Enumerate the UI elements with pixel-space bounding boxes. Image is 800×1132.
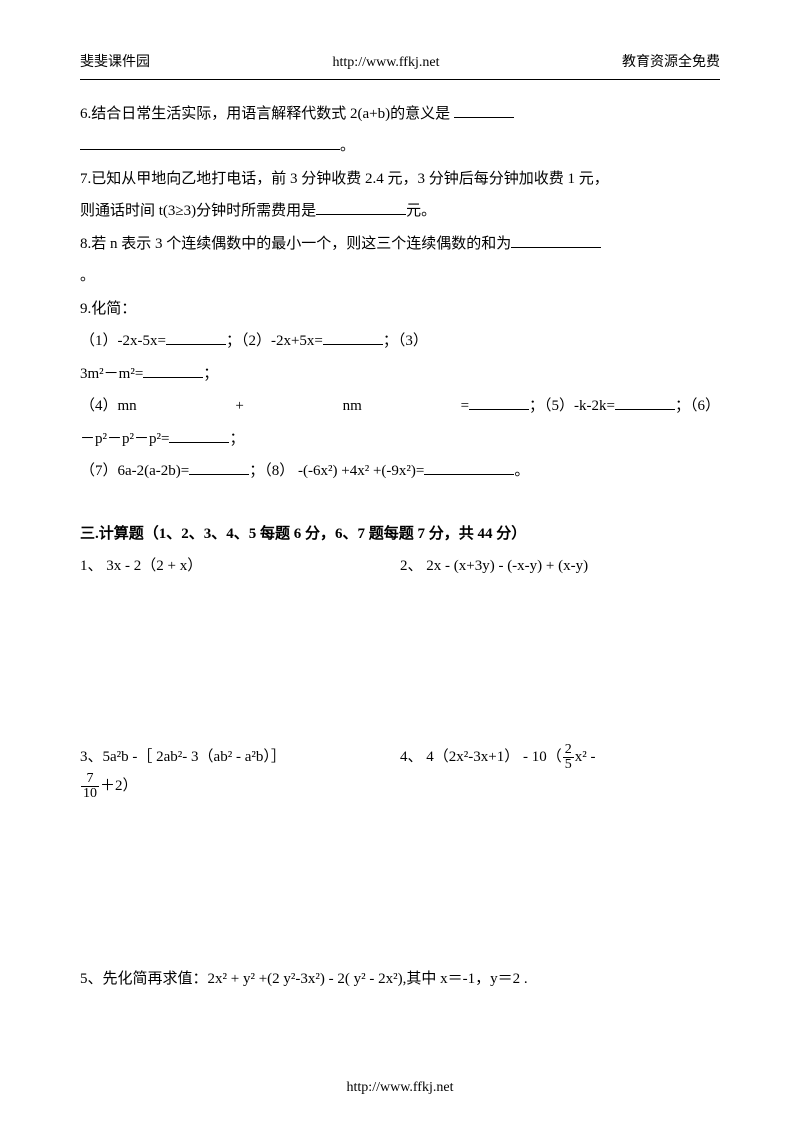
calc-row-1: 1、 3x - 2（2 + x） 2、 2x - (x+3y) - (-x-y)… [80, 552, 720, 581]
fraction-icon: 25 [563, 743, 574, 772]
question-6: 6.结合日常生活实际，用语言解释代数式 2(a+b)的意义是 [80, 100, 720, 129]
calc-4-line2: 710＋2） [80, 772, 720, 801]
blank [454, 103, 514, 118]
q9p3a: （4）mn [80, 392, 137, 421]
question-9-part5: （7）6a-2(a-2b)= ；（8） -(-6x²) +4x² +(-9x²)=… [80, 457, 720, 486]
blank [316, 200, 406, 215]
blank [424, 460, 514, 475]
question-7-line1: 7.已知从甲地向乙地打电话，前 3 分钟收费 2.4 元，3 分钟后每分钟加收费… [80, 165, 720, 194]
question-6-line2: 。 [80, 132, 720, 161]
work-space [80, 581, 720, 741]
q9p2b: ； [203, 366, 218, 382]
c4-text-c: ＋2） [100, 778, 138, 794]
calc-4: 4、 4（2x²-3x+1） - 10（25x² - [400, 743, 720, 772]
q7-text2b: 元。 [406, 203, 436, 219]
blank [469, 395, 529, 410]
question-9-part4: －p²－p²－p²= ； [80, 425, 720, 454]
q9p5b: ；（8） -(-6x²) +4x² +(-9x²)= [249, 463, 424, 479]
q8-text: 8.若 n 表示 3 个连续偶数中的最小一个，则这三个连续偶数的和为 [80, 236, 511, 252]
q9p1b: ；（2）-2x+5x= [226, 333, 323, 349]
section-3-title: 三.计算题（1、2、3、4、5 每题 6 分，6、7 题每题 7 分，共 44 … [80, 520, 720, 549]
q9p4a: －p²－p²－p²= [80, 431, 169, 447]
q9p3e: ；（5）-k-2k= [529, 398, 615, 414]
header-left: 斐斐课件园 [80, 50, 150, 77]
c3-text: 3、5a²b -［ 2ab²- 3（ab² - a²b）］ [80, 749, 286, 765]
work-space [80, 805, 720, 965]
question-8: 8.若 n 表示 3 个连续偶数中的最小一个，则这三个连续偶数的和为 [80, 230, 720, 259]
q9p3f: ；（6） [675, 398, 720, 414]
blank [615, 395, 675, 410]
question-8-tail: 。 [80, 262, 720, 291]
question-9-part2: 3m²－m²= ； [80, 360, 720, 389]
q9p4b: ； [229, 431, 244, 447]
blank [323, 330, 383, 345]
q9-head: 9.化简： [80, 301, 136, 317]
q9p5a: （7）6a-2(a-2b)= [80, 463, 189, 479]
q9p3c: nm [343, 392, 362, 421]
spacer [80, 490, 720, 502]
q7-text2a: 则通话时间 t(3≥3)分钟时所需费用是 [80, 203, 316, 219]
q9p2a: 3m²－m²= [80, 366, 143, 382]
question-9-part3: （4）mn + nm = ；（5）-k-2k= ；（6） [80, 392, 720, 421]
q7-text1: 7.已知从甲地向乙地打电话，前 3 分钟收费 2.4 元，3 分钟后每分钟加收费… [80, 171, 609, 187]
question-7-line2: 则通话时间 t(3≥3)分钟时所需费用是 元。 [80, 197, 720, 226]
q9p1a: （1）-2x-5x= [80, 333, 166, 349]
calc-row-2: 3、5a²b -［ 2ab²- 3（ab² - a²b）］ 4、 4（2x²-3… [80, 743, 720, 772]
page-content: 斐斐课件园 http://www.ffkj.net 教育资源全免费 6.结合日常… [0, 0, 800, 1037]
calc-2: 2、 2x - (x+3y) - (-x-y) + (x-y) [400, 552, 720, 581]
blank [80, 135, 340, 150]
q6-tail: 。 [340, 138, 355, 154]
calc-5: 5、先化简再求值：2x² + y² +(2 y²-3x²) - 2( y² - … [80, 965, 720, 994]
header-right: 教育资源全免费 [622, 50, 720, 77]
page-header: 斐斐课件园 http://www.ffkj.net 教育资源全免费 [80, 50, 720, 80]
q9p1c: ；（3） [383, 333, 428, 349]
fraction-icon: 710 [81, 772, 99, 801]
c4-text-b: x² - [575, 749, 596, 765]
blank [166, 330, 226, 345]
calc-3: 3、5a²b -［ 2ab²- 3（ab² - a²b）］ [80, 743, 400, 772]
q8-tail: 。 [80, 268, 95, 284]
question-9-part1: （1）-2x-5x= ；（2）-2x+5x= ；（3） [80, 327, 720, 356]
page-footer: http://www.ffkj.net [0, 1075, 800, 1102]
blank [169, 428, 229, 443]
q9p5c: 。 [514, 463, 529, 479]
q9p3d: = [461, 398, 469, 414]
question-9-head: 9.化简： [80, 295, 720, 324]
header-center: http://www.ffkj.net [333, 50, 440, 77]
blank [511, 233, 601, 248]
q9p3b: + [235, 392, 243, 421]
calc-1: 1、 3x - 2（2 + x） [80, 552, 400, 581]
blank [143, 363, 203, 378]
c4-text-a: 4、 4（2x²-3x+1） - 10（ [400, 749, 562, 765]
blank [189, 460, 249, 475]
q6-text: 6.结合日常生活实际，用语言解释代数式 2(a+b)的意义是 [80, 106, 450, 122]
